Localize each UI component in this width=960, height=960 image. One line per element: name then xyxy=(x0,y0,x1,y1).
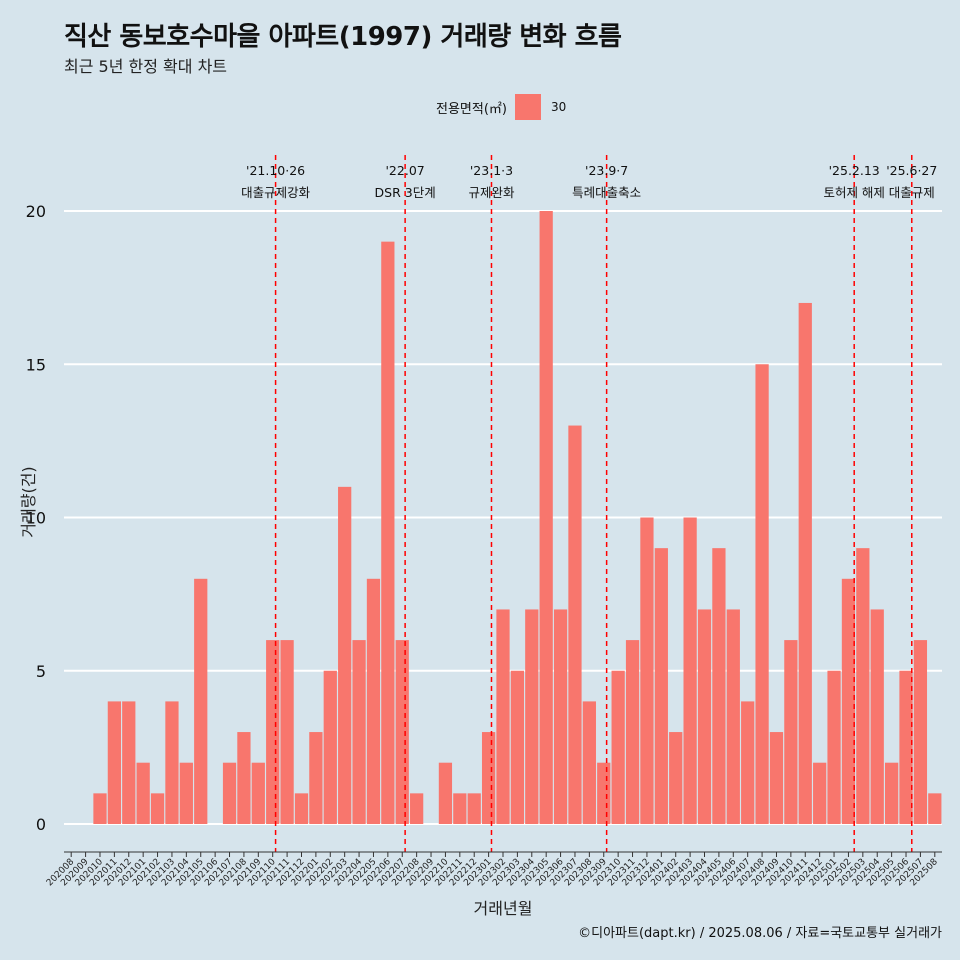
event-date: '25.2.13 xyxy=(829,163,880,178)
y-tick-label: 15 xyxy=(26,355,46,374)
bar xyxy=(813,762,827,824)
y-axis-title: 거래량(건) xyxy=(19,466,38,537)
bar xyxy=(827,670,841,824)
event-date: '23.9·7 xyxy=(585,163,628,178)
bar xyxy=(913,640,928,824)
event-date: '23.1·3 xyxy=(470,163,513,178)
bar xyxy=(150,793,165,824)
bar xyxy=(438,762,453,824)
bar xyxy=(582,701,596,824)
bar xyxy=(741,701,755,824)
chart-title: 직산 동보호수마을 아파트(1997) 거래량 변화 흐름 xyxy=(64,22,622,52)
event-label: 대출규제 xyxy=(889,185,935,200)
bar xyxy=(928,793,942,824)
y-tick-label: 10 xyxy=(26,509,46,528)
bar xyxy=(194,578,208,824)
event-markers: '21.10·26 대출규제강화 '22.07 DSR 3단계 '23.1·3 규제완화 '… xyxy=(241,155,937,852)
bar xyxy=(669,732,683,824)
bar xyxy=(712,548,726,824)
event-date: '25.6·27 xyxy=(886,163,937,178)
event-date: '22.07 xyxy=(386,163,425,178)
bar xyxy=(136,762,150,824)
bar xyxy=(769,732,784,824)
bar xyxy=(107,701,121,824)
bar xyxy=(93,793,107,824)
bar xyxy=(798,302,812,824)
bar xyxy=(309,732,323,824)
bar xyxy=(323,670,337,824)
bar xyxy=(539,211,553,824)
bar xyxy=(568,425,582,824)
event-label: 토허제 해제 xyxy=(823,185,884,200)
bar xyxy=(410,793,424,824)
bar xyxy=(611,670,625,824)
bar xyxy=(381,241,395,824)
bar xyxy=(352,640,366,824)
bar xyxy=(165,701,179,824)
bar xyxy=(899,670,913,824)
event-label: DSR 3단계 xyxy=(375,185,436,200)
legend-title: 전용면적(㎡) xyxy=(436,101,507,117)
bar xyxy=(856,548,870,824)
y-tick-label: 5 xyxy=(36,662,46,681)
y-tick-label: 0 xyxy=(36,815,46,834)
bar xyxy=(625,640,640,824)
event-date: '21.10·26 xyxy=(246,163,305,178)
event-label: 규제완화 xyxy=(468,185,515,200)
bars xyxy=(93,211,942,824)
legend-swatch xyxy=(514,94,541,120)
bar xyxy=(222,762,237,824)
bar xyxy=(683,517,697,824)
bar xyxy=(597,762,611,824)
event-label: 대출규제강화 xyxy=(241,185,311,200)
bar xyxy=(338,486,352,824)
bar xyxy=(784,640,798,824)
bar xyxy=(467,793,481,824)
x-axis-title: 거래년월 xyxy=(474,899,533,918)
bar xyxy=(179,762,193,824)
bar xyxy=(510,670,525,824)
event-label: 특례대출축소 xyxy=(572,185,641,200)
bar xyxy=(266,640,280,824)
bar xyxy=(553,609,568,824)
bar xyxy=(870,609,884,824)
bar xyxy=(755,364,769,824)
bar xyxy=(280,640,294,824)
bar xyxy=(654,548,668,824)
bar xyxy=(525,609,539,824)
bar xyxy=(481,732,496,824)
bar xyxy=(453,793,467,824)
legend-item-label: 30 xyxy=(550,100,567,114)
bar xyxy=(841,578,856,824)
legend: 전용면적(㎡) 30 xyxy=(436,94,566,120)
bar xyxy=(122,701,136,824)
bar xyxy=(885,762,899,824)
bar xyxy=(496,609,510,824)
y-tick-label: 20 xyxy=(26,202,46,221)
bar xyxy=(697,609,712,824)
bar xyxy=(395,640,409,824)
bar xyxy=(294,793,309,824)
bar xyxy=(640,517,654,824)
bar xyxy=(251,762,265,824)
bar xyxy=(366,578,381,824)
bar xyxy=(237,732,251,824)
chart-subtitle: 최근 5년 한정 확대 차트 xyxy=(64,57,228,76)
bar xyxy=(726,609,740,824)
source-caption: ©디아파트(dapt.kr) / 2025.08.06 / 자료=국토교통부 실… xyxy=(578,926,942,941)
